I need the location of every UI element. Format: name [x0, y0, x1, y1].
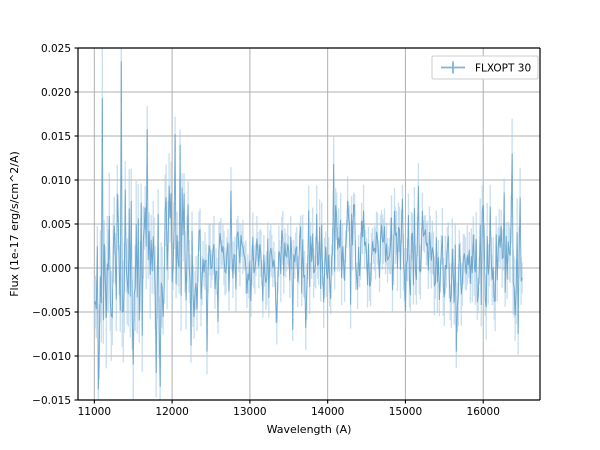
y-tick-label: 0.020: [41, 87, 71, 99]
series-line-flxopt-30: [93, 61, 523, 390]
y-tick-label: 0.010: [41, 175, 71, 187]
y-tick-label: 0.005: [41, 219, 71, 231]
x-tick-label: 16000: [467, 406, 500, 418]
legend-box: [431, 55, 539, 80]
x-tick-label: 11000: [78, 406, 111, 418]
x-tick-label: 14000: [311, 406, 344, 418]
x-axis-title: Wavelength (A): [267, 423, 352, 436]
legend-entry-label: FLXOPT 30: [475, 62, 531, 74]
data-series-layer: [93, 48, 523, 400]
y-tick-label: −0.010: [32, 351, 71, 363]
chart-legend[interactable]: FLXOPT 30: [431, 55, 539, 80]
tick-marks-and-labels: 11000 12000 13000 14000 15000 16000 −0.015 −0.0…: [32, 43, 500, 418]
axes-spines: [77, 47, 541, 401]
y-tick-label: 0.015: [41, 131, 71, 143]
y-tick-label: 0.000: [41, 263, 71, 275]
y-axis-title: Flux (1e-17 erg/s/cm^2/A): [8, 151, 21, 297]
y-tick-label: 0.025: [41, 43, 71, 55]
x-tick-label: 15000: [389, 406, 422, 418]
y-tick-label: −0.005: [32, 307, 71, 319]
x-tick-label: 12000: [155, 406, 188, 418]
y-tick-label: −0.015: [32, 395, 71, 407]
x-tick-label: 13000: [233, 406, 266, 418]
